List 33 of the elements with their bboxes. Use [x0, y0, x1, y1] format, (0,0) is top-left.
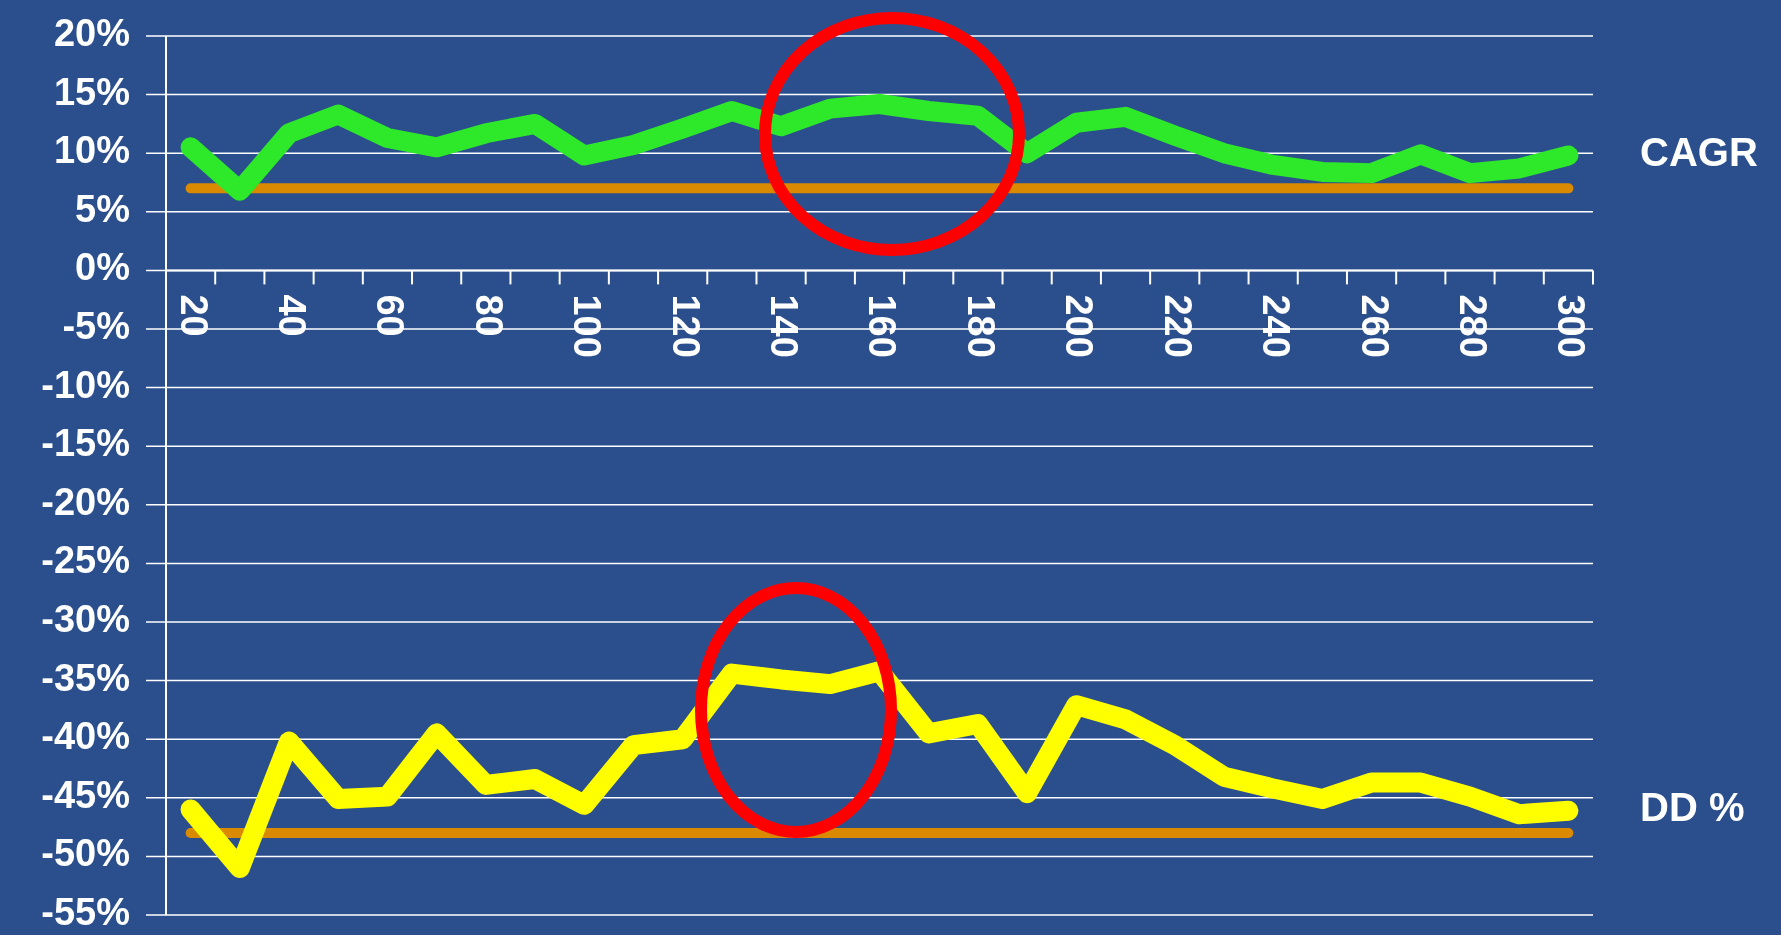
x-tick-label: 200	[1058, 294, 1101, 358]
x-tick-label: 20	[172, 294, 215, 337]
y-tick-label: -45%	[41, 773, 130, 816]
y-tick-label: -50%	[41, 832, 130, 875]
y-tick-label: 20%	[53, 12, 130, 55]
y-tick-label: -10%	[41, 363, 130, 406]
y-tick-label: -35%	[41, 656, 130, 699]
x-tick-label: 300	[1550, 294, 1593, 358]
x-tick-label: 120	[664, 294, 707, 358]
x-tick-label: 60	[369, 294, 412, 337]
x-tick-label: 100	[566, 294, 609, 358]
y-tick-label: -15%	[41, 422, 130, 465]
y-tick-label: -40%	[41, 715, 130, 758]
x-tick-label: 140	[763, 294, 806, 358]
x-tick-label: 180	[959, 294, 1002, 358]
y-tick-label: 10%	[53, 129, 130, 172]
y-tick-label: -55%	[41, 891, 130, 934]
x-tick-label: 40	[270, 294, 313, 337]
x-tick-label: 80	[467, 294, 510, 337]
x-tick-label: 260	[1353, 294, 1396, 358]
x-tick-label: 220	[1156, 294, 1199, 358]
series-label: DD %	[1640, 785, 1745, 830]
y-tick-label: -20%	[41, 480, 130, 523]
series-label: CAGR	[1640, 130, 1758, 175]
x-tick-label: 160	[861, 294, 904, 358]
y-tick-label: -25%	[41, 539, 130, 582]
x-tick-label: 280	[1451, 294, 1494, 358]
y-tick-label: 15%	[53, 70, 130, 113]
y-tick-label: 5%	[75, 187, 130, 230]
x-tick-label: 240	[1255, 294, 1298, 358]
y-tick-label: -5%	[62, 305, 130, 348]
y-tick-label: -30%	[41, 598, 130, 641]
y-tick-label: 0%	[75, 246, 130, 289]
